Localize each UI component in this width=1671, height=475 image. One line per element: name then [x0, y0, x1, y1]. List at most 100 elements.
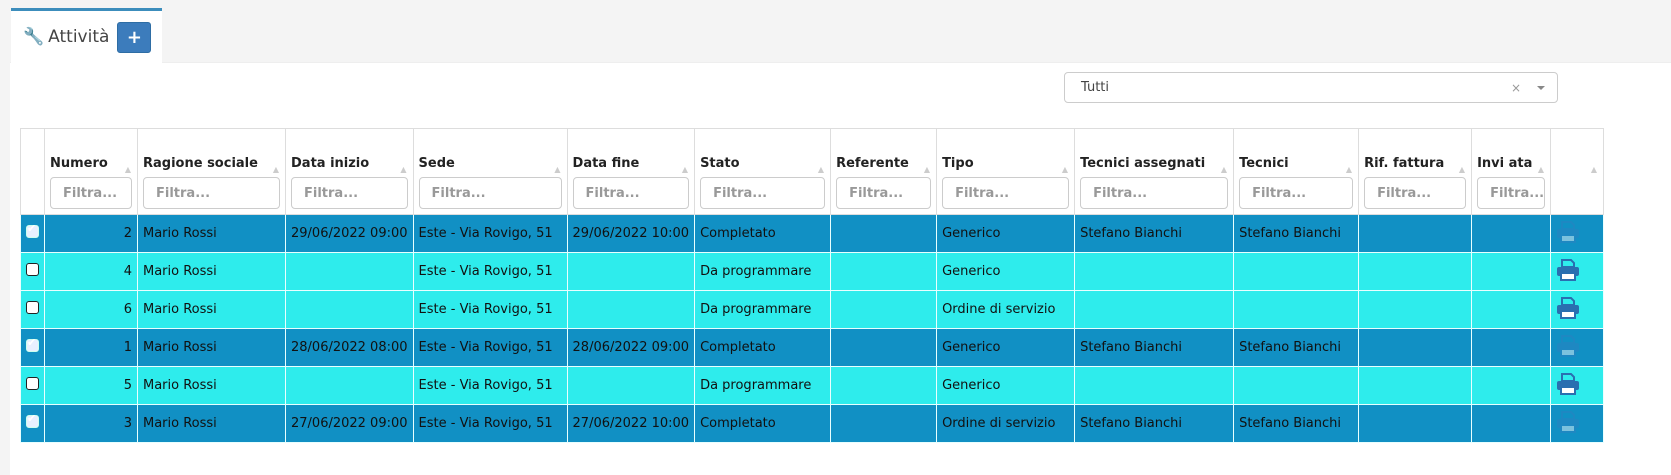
- column-filter-input[interactable]: Filtra...: [1080, 177, 1229, 209]
- column-filter-input[interactable]: Filtra...: [572, 177, 690, 209]
- column-header[interactable]: Sede ▲ Filtra...: [412, 128, 568, 215]
- table-cell: [1074, 252, 1235, 291]
- column-header[interactable]: Data inizio ▲ Filtra...: [285, 128, 414, 215]
- column-filter-field[interactable]: [943, 178, 1069, 208]
- add-button[interactable]: +: [117, 21, 152, 53]
- table-cell: 27/06/2022 09:00: [285, 404, 414, 443]
- column-filter-input[interactable]: Filtra...: [836, 177, 932, 209]
- column-filter-field[interactable]: [701, 178, 825, 208]
- table-cell: [830, 214, 938, 253]
- column-header[interactable]: Invi ata ▲ Filtra...: [1471, 128, 1552, 215]
- column-filter-input[interactable]: Filtra...: [50, 177, 132, 209]
- sort-icon[interactable]: ▲: [554, 165, 561, 174]
- row-checkbox[interactable]: [26, 222, 39, 238]
- column-filter-field[interactable]: [419, 178, 561, 208]
- sort-icon[interactable]: ▲: [817, 165, 825, 174]
- actions-column-header[interactable]: ▲: [1550, 128, 1605, 215]
- row-select-cell[interactable]: [20, 252, 45, 291]
- column-filter-field[interactable]: [144, 178, 279, 208]
- table-cell: [1233, 366, 1360, 405]
- sort-icon[interactable]: ▲: [681, 165, 689, 174]
- column-header[interactable]: Tipo ▲ Filtra...: [936, 128, 1076, 215]
- printer-icon[interactable]: [1556, 372, 1580, 395]
- sort-icon[interactable]: ▲: [1061, 165, 1069, 174]
- table-cell: [285, 290, 414, 329]
- table-cell: [285, 366, 414, 405]
- row-checkbox[interactable]: [26, 377, 39, 390]
- row-select-cell[interactable]: [20, 290, 45, 329]
- column-filter-input[interactable]: Filtra...: [1239, 177, 1354, 209]
- table-cell: 6: [44, 290, 138, 329]
- column-header[interactable]: Referente ▲ Filtra...: [830, 128, 938, 215]
- row-select-cell[interactable]: [20, 214, 45, 253]
- column-filter-field[interactable]: [837, 178, 931, 208]
- row-checkbox[interactable]: [26, 336, 39, 352]
- row-select-cell[interactable]: [20, 328, 45, 367]
- sort-icon[interactable]: ▲: [923, 165, 931, 174]
- printer-icon[interactable]: [1556, 258, 1580, 281]
- table-row[interactable]: 5 Mario Rossi Este - Via Rovigo, 51 Da prog…: [20, 366, 1605, 405]
- sort-icon[interactable]: ▲: [272, 165, 279, 174]
- clear-icon[interactable]: ×: [1510, 80, 1521, 95]
- table-cell: [566, 366, 696, 405]
- table-cell: Ordine di servizio: [936, 404, 1076, 443]
- sort-icon[interactable]: ▲: [1590, 165, 1598, 174]
- panel: 🔧 Attività + Tutti × Numero ▲ Filtra... Rag…: [10, 8, 1671, 475]
- status-filter-select[interactable]: Tutti ×: [1064, 72, 1558, 103]
- sort-icon[interactable]: ▲: [400, 165, 407, 174]
- column-label: Stato: [700, 156, 740, 171]
- printer-icon[interactable]: [1556, 220, 1580, 243]
- table-cell: Generico: [936, 328, 1076, 367]
- column-header[interactable]: Tecnici assegnati ▲ Filtra...: [1074, 128, 1235, 215]
- printer-icon[interactable]: [1556, 296, 1580, 319]
- column-filter-field[interactable]: [1081, 178, 1228, 208]
- table-cell: Mario Rossi: [137, 252, 286, 291]
- row-checkbox[interactable]: [26, 301, 39, 314]
- row-select-cell[interactable]: [20, 366, 45, 405]
- column-header[interactable]: Stato ▲ Filtra...: [694, 128, 832, 215]
- column-header[interactable]: Tecnici ▲ Filtra...: [1233, 128, 1360, 215]
- column-filter-input[interactable]: Filtra...: [418, 177, 562, 209]
- table-row[interactable]: 4 Mario Rossi Este - Via Rovigo, 51 Da prog…: [20, 252, 1605, 291]
- table-cell: Mario Rossi: [137, 214, 286, 253]
- column-header[interactable]: Numero ▲ Filtra...: [44, 128, 138, 215]
- table-cell: Mario Rossi: [137, 404, 286, 443]
- sort-icon[interactable]: ▲: [1458, 165, 1466, 174]
- column-filter-input[interactable]: Filtra...: [1477, 177, 1546, 209]
- column-label: Data fine: [572, 156, 640, 171]
- row-checkbox[interactable]: [26, 412, 39, 428]
- table-cell: [1358, 328, 1473, 367]
- printer-icon[interactable]: [1556, 334, 1580, 357]
- sort-icon[interactable]: ▲: [1220, 165, 1228, 174]
- column-filter-field[interactable]: [1240, 178, 1353, 208]
- sort-icon[interactable]: ▲: [124, 165, 131, 174]
- sort-icon[interactable]: ▲: [1537, 165, 1545, 174]
- column-filter-input[interactable]: Filtra...: [143, 177, 280, 209]
- column-filter-input[interactable]: Filtra...: [700, 177, 826, 209]
- column-header[interactable]: Ragione sociale ▲ Filtra...: [137, 128, 286, 215]
- column-filter-field[interactable]: [573, 178, 689, 208]
- column-header[interactable]: Data fine ▲ Filtra...: [566, 128, 696, 215]
- tab-attivita[interactable]: 🔧 Attività +: [11, 8, 162, 63]
- column-filter-field[interactable]: [292, 178, 407, 208]
- sort-icon[interactable]: ▲: [1345, 165, 1353, 174]
- printer-icon[interactable]: [1556, 410, 1580, 433]
- column-filter-field[interactable]: [1365, 178, 1466, 208]
- column-header[interactable]: Rif. fattura ▲ Filtra...: [1358, 128, 1473, 215]
- chevron-down-icon[interactable]: [1537, 86, 1545, 94]
- table-cell: 5: [44, 366, 138, 405]
- table-cell: Stefano Bianchi: [1233, 328, 1360, 367]
- column-filter-input[interactable]: Filtra...: [942, 177, 1070, 209]
- row-select-cell[interactable]: [20, 404, 45, 443]
- column-filter-field[interactable]: [51, 178, 131, 208]
- column-filter-input[interactable]: Filtra...: [1364, 177, 1467, 209]
- row-checkbox[interactable]: [26, 263, 39, 276]
- table-cell: [830, 366, 938, 405]
- table-row[interactable]: 6 Mario Rossi Este - Via Rovigo, 51 Da prog…: [20, 290, 1605, 329]
- column-filter-field[interactable]: [1478, 178, 1545, 208]
- column-filter-input[interactable]: Filtra...: [291, 177, 408, 209]
- column-label: Referente: [836, 156, 909, 171]
